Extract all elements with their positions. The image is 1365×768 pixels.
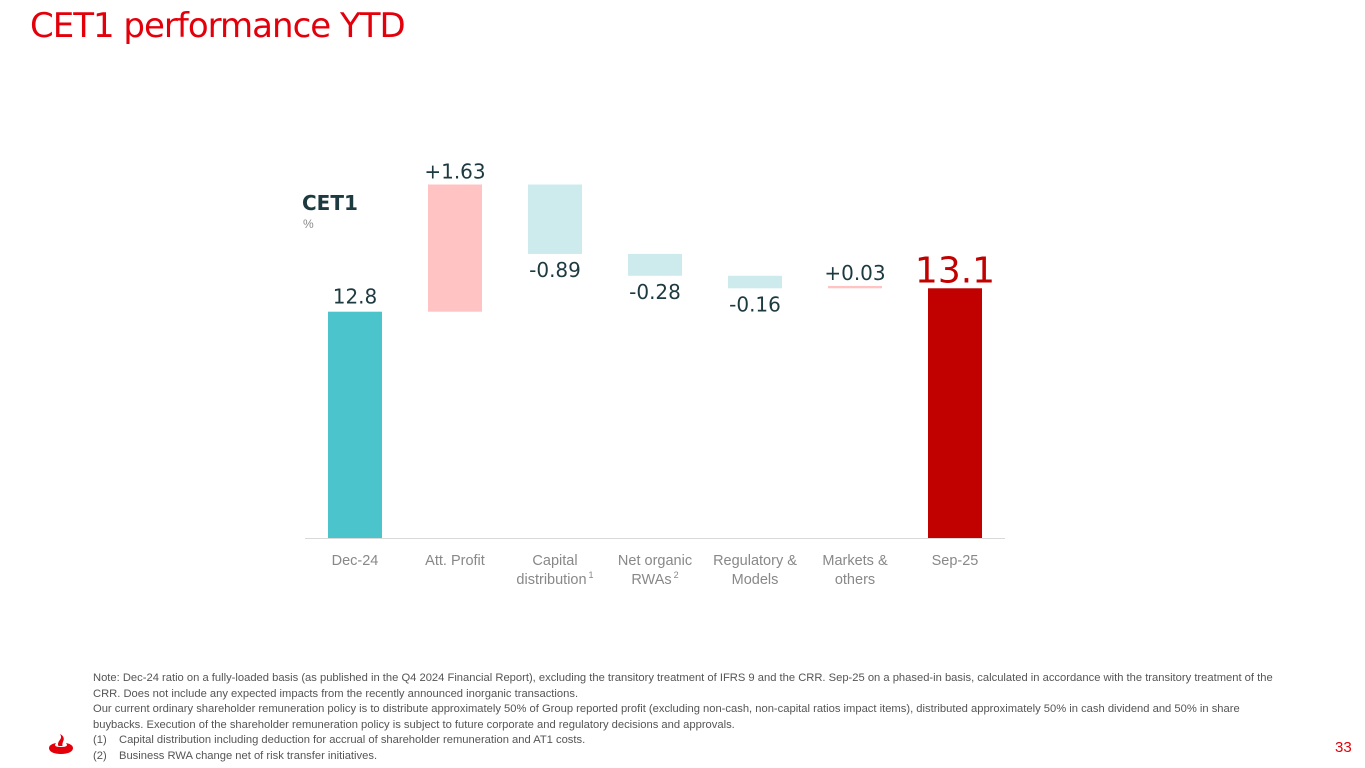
bar-value-label: +0.03 bbox=[824, 261, 885, 285]
page-number: 33 bbox=[1335, 739, 1352, 756]
footnote-1: (1) Capital distribution including deduc… bbox=[93, 733, 1273, 749]
x-tick-label: Markets & bbox=[822, 553, 888, 569]
x-tick-label: Att. Profit bbox=[425, 553, 485, 569]
bar-value-label: -0.16 bbox=[729, 292, 781, 316]
x-tick-label: distribution 1 bbox=[516, 570, 593, 588]
x-tick-label: Regulatory & bbox=[713, 553, 797, 569]
santander-flame-icon bbox=[47, 733, 75, 760]
waterfall-bar bbox=[928, 288, 982, 538]
note-paragraph-1: Note: Dec-24 ratio on a fully-loaded bas… bbox=[93, 672, 1273, 700]
footnote-number: (2) bbox=[93, 749, 107, 762]
waterfall-bar bbox=[328, 311, 382, 538]
page-title: CET1 performance YTD bbox=[30, 6, 406, 46]
footnotes-block: Note: Dec-24 ratio on a fully-loaded bas… bbox=[93, 671, 1273, 765]
note-paragraph-2: Our current ordinary shareholder remuner… bbox=[93, 703, 1240, 731]
footnote-marker: 2 bbox=[674, 570, 679, 580]
footnote-2: (2) Business RWA change net of risk tran… bbox=[93, 749, 1273, 765]
waterfall-bar bbox=[428, 184, 482, 312]
waterfall-bar bbox=[828, 285, 882, 289]
waterfall-bar bbox=[728, 275, 782, 289]
bar-value-label: 12.8 bbox=[333, 285, 378, 309]
bar-value-label: -0.89 bbox=[529, 258, 581, 282]
waterfall-bar bbox=[628, 253, 682, 276]
bar-value-label: +1.63 bbox=[424, 159, 485, 183]
x-tick-label: Capital bbox=[532, 553, 577, 569]
bar-value-label: -0.28 bbox=[629, 280, 681, 304]
x-tick-label: others bbox=[835, 572, 875, 588]
chart-unit: % bbox=[303, 217, 314, 231]
footnote-marker: 1 bbox=[589, 570, 594, 580]
waterfall-bar bbox=[528, 184, 582, 254]
x-tick-label: Dec-24 bbox=[332, 553, 379, 569]
bar-value-label: 13.1 bbox=[915, 250, 995, 291]
x-tick-label: Net organic bbox=[618, 553, 692, 569]
x-tick-label: Sep-25 bbox=[932, 553, 979, 569]
footnote-number: (1) bbox=[93, 734, 107, 747]
x-tick-label: Models bbox=[732, 572, 779, 588]
cet1-waterfall-chart: 12.8 Dec-24 +1.63 Att. Profit -0.89 Capitaldi… bbox=[305, 159, 1005, 588]
footnote-text: Capital distribution including deduction… bbox=[119, 734, 586, 747]
footnote-text: Business RWA change net of risk transfer… bbox=[119, 749, 378, 762]
chart-title: CET1 bbox=[302, 191, 358, 215]
x-tick-label: RWAs 2 bbox=[631, 570, 678, 588]
